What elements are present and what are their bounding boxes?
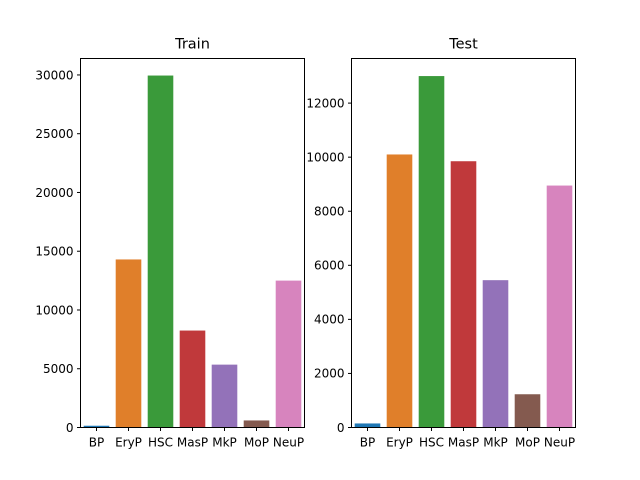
test-bar-bp [354, 423, 381, 428]
test-ytick-label: 12000 [306, 96, 344, 110]
test-bar-neup [546, 185, 573, 428]
test-bar-masp [450, 161, 477, 428]
train-ytick-label: 20000 [35, 186, 73, 200]
train-ytick-label: 10000 [35, 303, 73, 317]
train-bar-mkp [211, 364, 238, 428]
train-xtick-label-eryp: EryP [115, 436, 142, 450]
test-xtick-label-mop: MoP [515, 436, 540, 450]
test-xtick-label-bp: BP [360, 436, 375, 450]
test-bar-hsc [418, 76, 445, 428]
test-bar-eryp [386, 154, 413, 428]
test-bar-mkp [482, 280, 509, 428]
test-chart-title: Test [448, 37, 478, 53]
train-ytick-label: 25000 [35, 127, 73, 141]
train-xtick-label-neup: NeuP [273, 436, 304, 450]
train-chart: Train 0 5000 10000 15000 20000 25000 30000 BP E… [35, 37, 305, 450]
test-ytick-label: 8000 [314, 205, 345, 219]
train-bar-bp [83, 425, 110, 428]
test-plot-frame [351, 58, 576, 428]
train-ytick-label: 5000 [43, 362, 74, 376]
test-ytick-label: 0 [337, 421, 345, 435]
train-ytick-label: 0 [66, 421, 74, 435]
train-xtick-label-mop: MoP [244, 436, 269, 450]
train-bar-eryp [115, 259, 142, 428]
train-bar-mop [243, 420, 270, 428]
test-bar-mop [514, 394, 541, 428]
test-xtick-label-eryp: EryP [386, 436, 413, 450]
train-xtick-label-mkp: MkP [212, 436, 237, 450]
test-ytick-label: 6000 [314, 259, 345, 273]
train-chart-title: Train [174, 37, 210, 53]
train-xtick-label-bp: BP [89, 436, 104, 450]
test-ytick-label: 2000 [314, 367, 345, 381]
test-xtick-label-hsc: HSC [419, 436, 444, 450]
train-ytick-label: 15000 [35, 245, 73, 259]
test-xtick-label-mkp: MkP [483, 436, 508, 450]
test-chart: Test 0 2000 4000 6000 8000 10000 12000 BP EryP H… [306, 37, 576, 450]
train-bar-masp [179, 330, 206, 428]
train-plot-frame [80, 58, 305, 428]
test-ytick-label: 10000 [306, 150, 344, 164]
test-ytick-label: 4000 [314, 313, 345, 327]
train-bar-hsc [147, 75, 174, 428]
test-xtick-label-neup: NeuP [544, 436, 575, 450]
train-bar-neup [275, 280, 302, 428]
train-ytick-label: 30000 [35, 68, 73, 82]
train-xtick-label-masp: MasP [177, 436, 208, 450]
test-xtick-label-masp: MasP [448, 436, 479, 450]
train-xtick-label-hsc: HSC [148, 436, 173, 450]
